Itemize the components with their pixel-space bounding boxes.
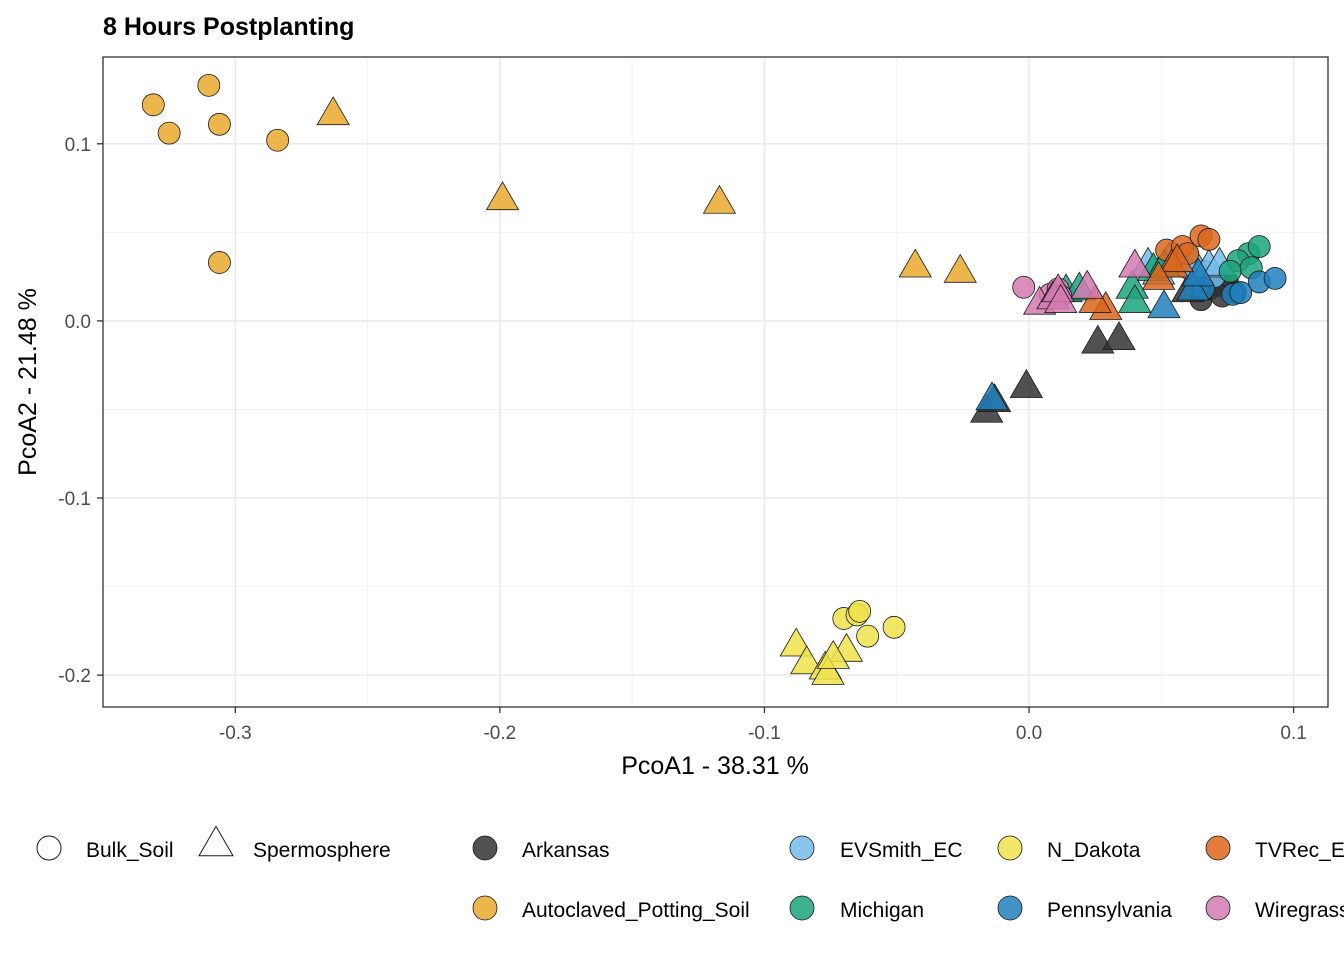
y-axis-ticks: -0.2 -0.1 0.0 0.1 [58, 135, 103, 687]
bulk-soil-point [848, 599, 872, 623]
spermosphere-point [975, 381, 1009, 411]
spermosphere-point [1102, 321, 1136, 351]
legend-color-key [1205, 895, 1231, 921]
spermosphere-point [1147, 289, 1181, 319]
spermosphere-point [1118, 283, 1152, 313]
legend-color-key [789, 835, 815, 861]
bulk-soil-point [1263, 266, 1287, 290]
spermosphere-point [485, 181, 520, 211]
series-autoclaved-potting-soil [141, 73, 977, 283]
spermosphere-point [811, 655, 845, 685]
panel-border [102, 56, 1329, 708]
plot-panel [102, 56, 1329, 708]
legend-label: N_Dakota [1047, 839, 1141, 862]
legend-color-key [472, 895, 498, 921]
spermosphere-point [1160, 243, 1194, 273]
bulk-soil-point [856, 624, 880, 648]
x-axis-title: PcoA1 - 38.31 % [621, 752, 809, 780]
bulk-soil-point [208, 112, 231, 136]
spermosphere-point [790, 645, 824, 675]
bulk-soil-point [141, 93, 165, 117]
legend-color-key [997, 895, 1023, 921]
series-pennsylvania [975, 257, 1287, 411]
x-tick-label: -0.3 [219, 723, 252, 744]
spermosphere-point [1118, 248, 1152, 278]
x-tick-label: 0.1 [1280, 723, 1306, 744]
legend-label: Bulk_Soil [86, 839, 174, 862]
legend-color-key [789, 895, 815, 921]
spermosphere-point [943, 253, 977, 283]
legend-label: Autoclaved_Potting_Soil [522, 899, 750, 922]
spermosphere-point [316, 96, 350, 126]
legend-color-key [997, 835, 1023, 861]
spermosphere-point [1070, 269, 1104, 299]
bulk-soil-point [208, 251, 231, 274]
bulk-soil-point [1012, 275, 1036, 299]
panel-background [103, 57, 1328, 707]
spermosphere-point [779, 627, 813, 657]
legend-label: EVSmith_EC [840, 839, 963, 862]
bulk-soil-point [1229, 281, 1253, 304]
bulk-soil-point [1197, 228, 1221, 251]
bulk-soil-point [157, 121, 181, 145]
spermosphere-point [1044, 283, 1078, 313]
series-n-dakota [779, 599, 906, 685]
spermosphere-point [1009, 368, 1044, 398]
data-points [141, 73, 1287, 685]
grid-lines [103, 57, 1328, 707]
spermosphere-point [816, 639, 850, 669]
bulk-soil-point [197, 73, 221, 97]
legend: Bulk_Soil Spermosphere Arkansas Autoclaved_… [36, 825, 1344, 922]
spermosphere-point [898, 248, 932, 278]
bulk-soil-point [266, 128, 290, 152]
legend-spermosphere-key [198, 825, 234, 857]
x-tick-label: -0.2 [483, 723, 516, 744]
y-tick-label: -0.2 [58, 666, 91, 687]
series-wiregrass-ec [1012, 248, 1152, 315]
spermosphere-point [1141, 260, 1176, 290]
legend-color-key [1205, 835, 1231, 861]
bulk-soil-point [1218, 259, 1242, 283]
legend-label: Arkansas [522, 839, 610, 862]
spermosphere-point [702, 184, 737, 214]
legend-label: Pennsylvania [1047, 899, 1172, 922]
series-tvrec-ec [1078, 224, 1221, 320]
legend-color-key [472, 835, 498, 861]
y-tick-label: 0.0 [65, 312, 91, 333]
bulk-soil-point [1247, 235, 1271, 258]
bulk-soil-point [882, 615, 906, 639]
legend-label: Michigan [840, 899, 924, 922]
y-tick-label: 0.1 [65, 135, 91, 156]
chart-title: 8 Hours Postplanting [103, 13, 354, 41]
y-axis-title: PcoA2 - 21.48 % [14, 288, 42, 476]
x-tick-label: -0.1 [748, 723, 781, 744]
legend-bulk-soil-key [36, 835, 62, 861]
y-tick-label: -0.1 [58, 489, 91, 510]
legend-label: Wiregrass_EC [1255, 899, 1344, 922]
legend-label: Spermosphere [253, 839, 391, 862]
legend-label: TVRec_EC [1255, 839, 1344, 862]
x-tick-label: 0.0 [1016, 723, 1042, 744]
x-axis-ticks: -0.3 -0.2 -0.1 0.0 0.1 [219, 707, 1307, 744]
